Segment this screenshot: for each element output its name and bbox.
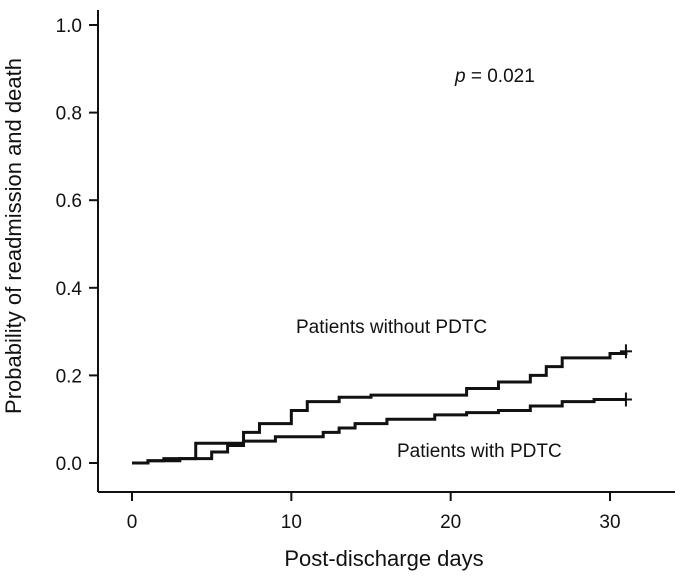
curves (132, 344, 632, 465)
y-ticks: 0.0 0.2 0.4 0.6 0.8 1.0 (56, 16, 98, 475)
x-tick-label: 10 (281, 512, 302, 533)
series-label-without-pdtc: Patients without PDTC (296, 317, 487, 338)
series-label-with-pdtc: Patients with PDTC (397, 441, 562, 462)
x-tick-label: 30 (599, 512, 620, 533)
p-value-annotation: p = 0.021 (454, 66, 535, 87)
x-ticks: 0 10 20 30 (127, 492, 621, 533)
km-curve-series-1 (132, 397, 626, 465)
x-tick-label: 20 (440, 512, 461, 533)
y-tick-label: 0.0 (56, 454, 82, 475)
km-curve-series-0 (132, 351, 628, 465)
x-tick-label: 0 (127, 512, 138, 533)
y-axis-title: Probability of readmission and death (1, 58, 26, 414)
x-axis-title: Post-discharge days (284, 546, 483, 571)
y-tick-label: 0.8 (56, 104, 82, 125)
y-tick-label: 0.4 (56, 279, 83, 300)
y-tick-label: 1.0 (56, 16, 82, 37)
p-value-text: = 0.021 (466, 66, 535, 87)
y-tick-label: 0.2 (56, 366, 82, 387)
y-tick-label: 0.6 (56, 191, 82, 212)
p-value-symbol: p (454, 66, 466, 87)
